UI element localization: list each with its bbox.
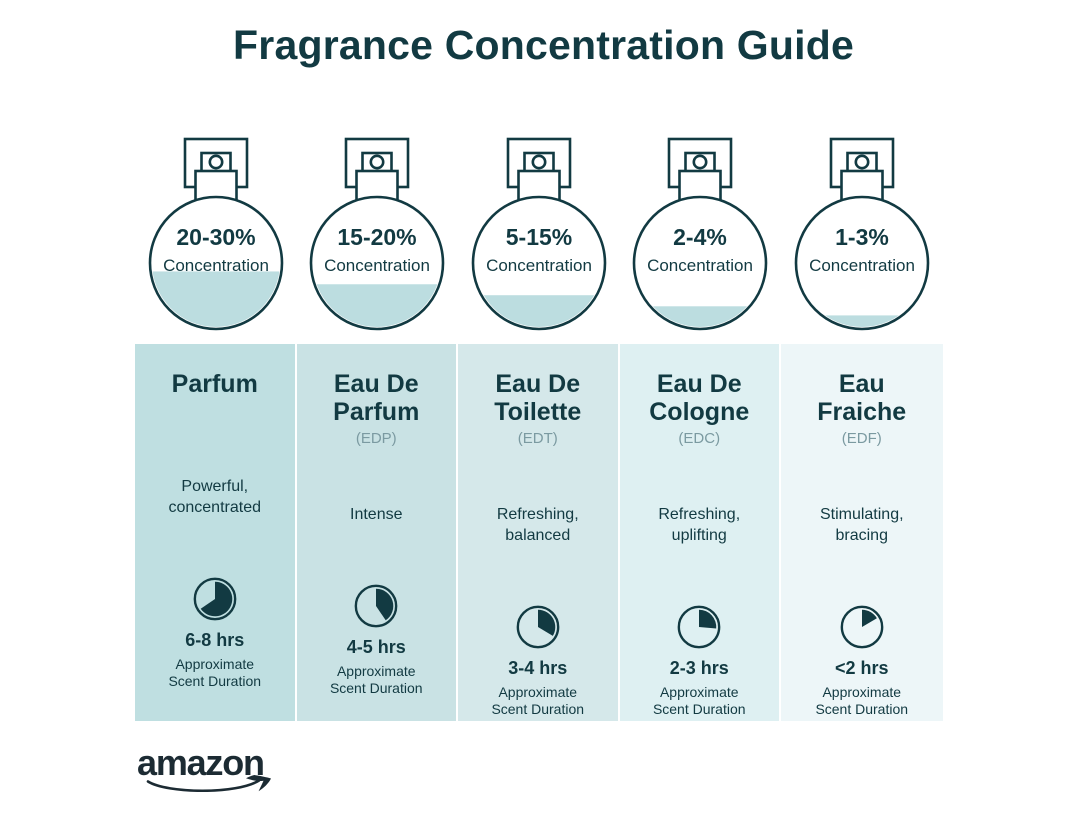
svg-text:15-20%: 15-20% (338, 224, 417, 250)
svg-text:Concentration: Concentration (163, 256, 269, 275)
svg-text:Concentration: Concentration (324, 256, 430, 275)
svg-text:1-3%: 1-3% (835, 224, 889, 250)
svg-text:Concentration: Concentration (809, 256, 915, 275)
svg-text:5-15%: 5-15% (506, 224, 572, 250)
svg-text:amazon: amazon (137, 744, 264, 783)
svg-text:2-4%: 2-4% (673, 224, 727, 250)
svg-text:20-30%: 20-30% (176, 224, 255, 250)
svg-text:Concentration: Concentration (486, 256, 592, 275)
svg-text:Concentration: Concentration (647, 256, 753, 275)
